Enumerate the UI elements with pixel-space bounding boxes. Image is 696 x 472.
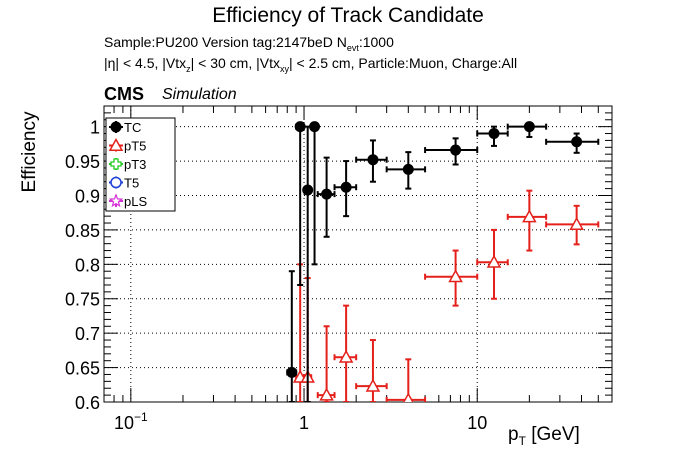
subtitle-cuts-mid: | < 30 cm, |Vtx <box>190 55 280 71</box>
data-point-tc <box>286 270 298 402</box>
subtitle-cuts-eta: |η| < 4.5, |Vtx <box>104 55 187 71</box>
y-tick-label: 1 <box>90 118 100 138</box>
y-tick-label: 0.85 <box>65 221 100 241</box>
subtitle-sample-text: Sample:PU200 Version tag:2147beD N <box>104 34 347 50</box>
data-point-pt5 <box>506 189 548 252</box>
marker <box>402 163 414 175</box>
marker <box>486 254 502 268</box>
marker <box>569 216 584 230</box>
data-point-pt5 <box>424 249 479 307</box>
y-tick-label: 0.95 <box>65 152 100 172</box>
marker <box>340 181 352 193</box>
legend-marker <box>108 193 124 208</box>
marker <box>302 184 314 196</box>
x-axis-label-unit: [GeV] <box>525 424 580 445</box>
data-point-pt5 <box>476 228 509 300</box>
subtitle-evt-count: :1000 <box>358 34 394 50</box>
plot-frame <box>103 105 613 403</box>
subtitle-vtx-xy-subscript: xy <box>279 63 289 74</box>
legend-marker <box>110 158 122 170</box>
x-tick-label: 1 <box>299 413 309 433</box>
marker <box>448 269 463 283</box>
data-point-pt5 <box>385 358 427 402</box>
marker <box>319 387 334 401</box>
subtitle-evt-subscript: evt <box>346 42 359 53</box>
legend-label: pT5 <box>124 139 146 154</box>
legend-marker <box>110 121 122 133</box>
legend-entry-tc: TC <box>109 120 141 135</box>
marker <box>321 188 333 200</box>
marker <box>338 349 354 363</box>
data-point-tc <box>309 121 321 266</box>
data-point-pt5 <box>355 339 388 402</box>
legend-marker <box>108 137 124 152</box>
series-pt5 <box>292 189 600 402</box>
legend: TC pT5 pT3 T5 pLS <box>105 117 176 212</box>
data-point-tc <box>333 160 358 218</box>
chart-title: Efficiency of Track Candidate <box>212 4 484 27</box>
marker <box>365 378 381 392</box>
data-point-pt5 <box>333 304 358 402</box>
y-tick-label: 0.9 <box>75 186 100 206</box>
subtitle-vtx-z-subscript: z <box>186 63 191 74</box>
x-axis-label-subscript: T <box>518 433 526 448</box>
data-point-tc <box>316 156 336 238</box>
marker <box>450 144 462 156</box>
grid <box>104 106 612 403</box>
x-axis-label-p: p <box>508 424 519 445</box>
marker <box>286 366 298 378</box>
data-point-tc <box>545 132 600 154</box>
marker <box>367 154 379 166</box>
data-point-tc <box>424 137 479 166</box>
x-tick-label: 10 <box>467 413 487 433</box>
x-tick-label-exponent: −1 <box>134 410 148 424</box>
legend-label: pT3 <box>124 157 146 172</box>
cms-label: CMS <box>104 84 144 104</box>
y-tick-label: 0.65 <box>65 359 100 379</box>
data-point-pt5 <box>316 325 336 402</box>
marker <box>294 121 306 133</box>
legend-label: T5 <box>124 176 139 191</box>
legend-label: pLS <box>124 194 147 209</box>
legend-entry-t5: T5 <box>109 176 139 191</box>
marker <box>309 121 321 133</box>
legend-label: TC <box>124 120 141 135</box>
marker <box>488 128 500 140</box>
legend-entry-pt5: pT5 <box>108 137 146 154</box>
subtitle-cuts-line: |η| < 4.5, |Vtxz| < 30 cm, |Vtxxy| < 2.5… <box>104 55 517 74</box>
data-point-tc <box>385 151 427 190</box>
series-tc <box>286 121 600 402</box>
marker <box>402 392 414 402</box>
legend-entry-pt3: pT3 <box>109 157 146 172</box>
data-point-tc <box>355 139 388 183</box>
y-tick-label: 0.6 <box>75 393 100 413</box>
y-tick-label: 0.75 <box>65 290 100 310</box>
y-tick-label: 0.7 <box>75 324 100 344</box>
y-tick-label: 0.8 <box>75 255 100 275</box>
data-point-tc <box>506 121 548 138</box>
x-axis-label: pT [GeV] <box>508 424 580 448</box>
marker <box>522 209 537 223</box>
data-point-pt5 <box>545 204 600 246</box>
marker <box>523 121 535 133</box>
data-point-tc <box>476 125 509 147</box>
data-series <box>286 121 600 402</box>
legend-entry-pls: pLS <box>108 193 147 209</box>
legend-marker <box>110 176 122 189</box>
marker <box>571 136 583 148</box>
subtitle-cuts-tail: | < 2.5 cm, Particle:Muon, Charge:All <box>288 55 518 71</box>
x-tick-label: 10−1 <box>114 410 148 433</box>
subtitle-sample-line: Sample:PU200 Version tag:2147beD Nevt:10… <box>104 34 394 53</box>
data-point-tc <box>302 125 314 402</box>
simulation-label: Simulation <box>162 86 237 103</box>
